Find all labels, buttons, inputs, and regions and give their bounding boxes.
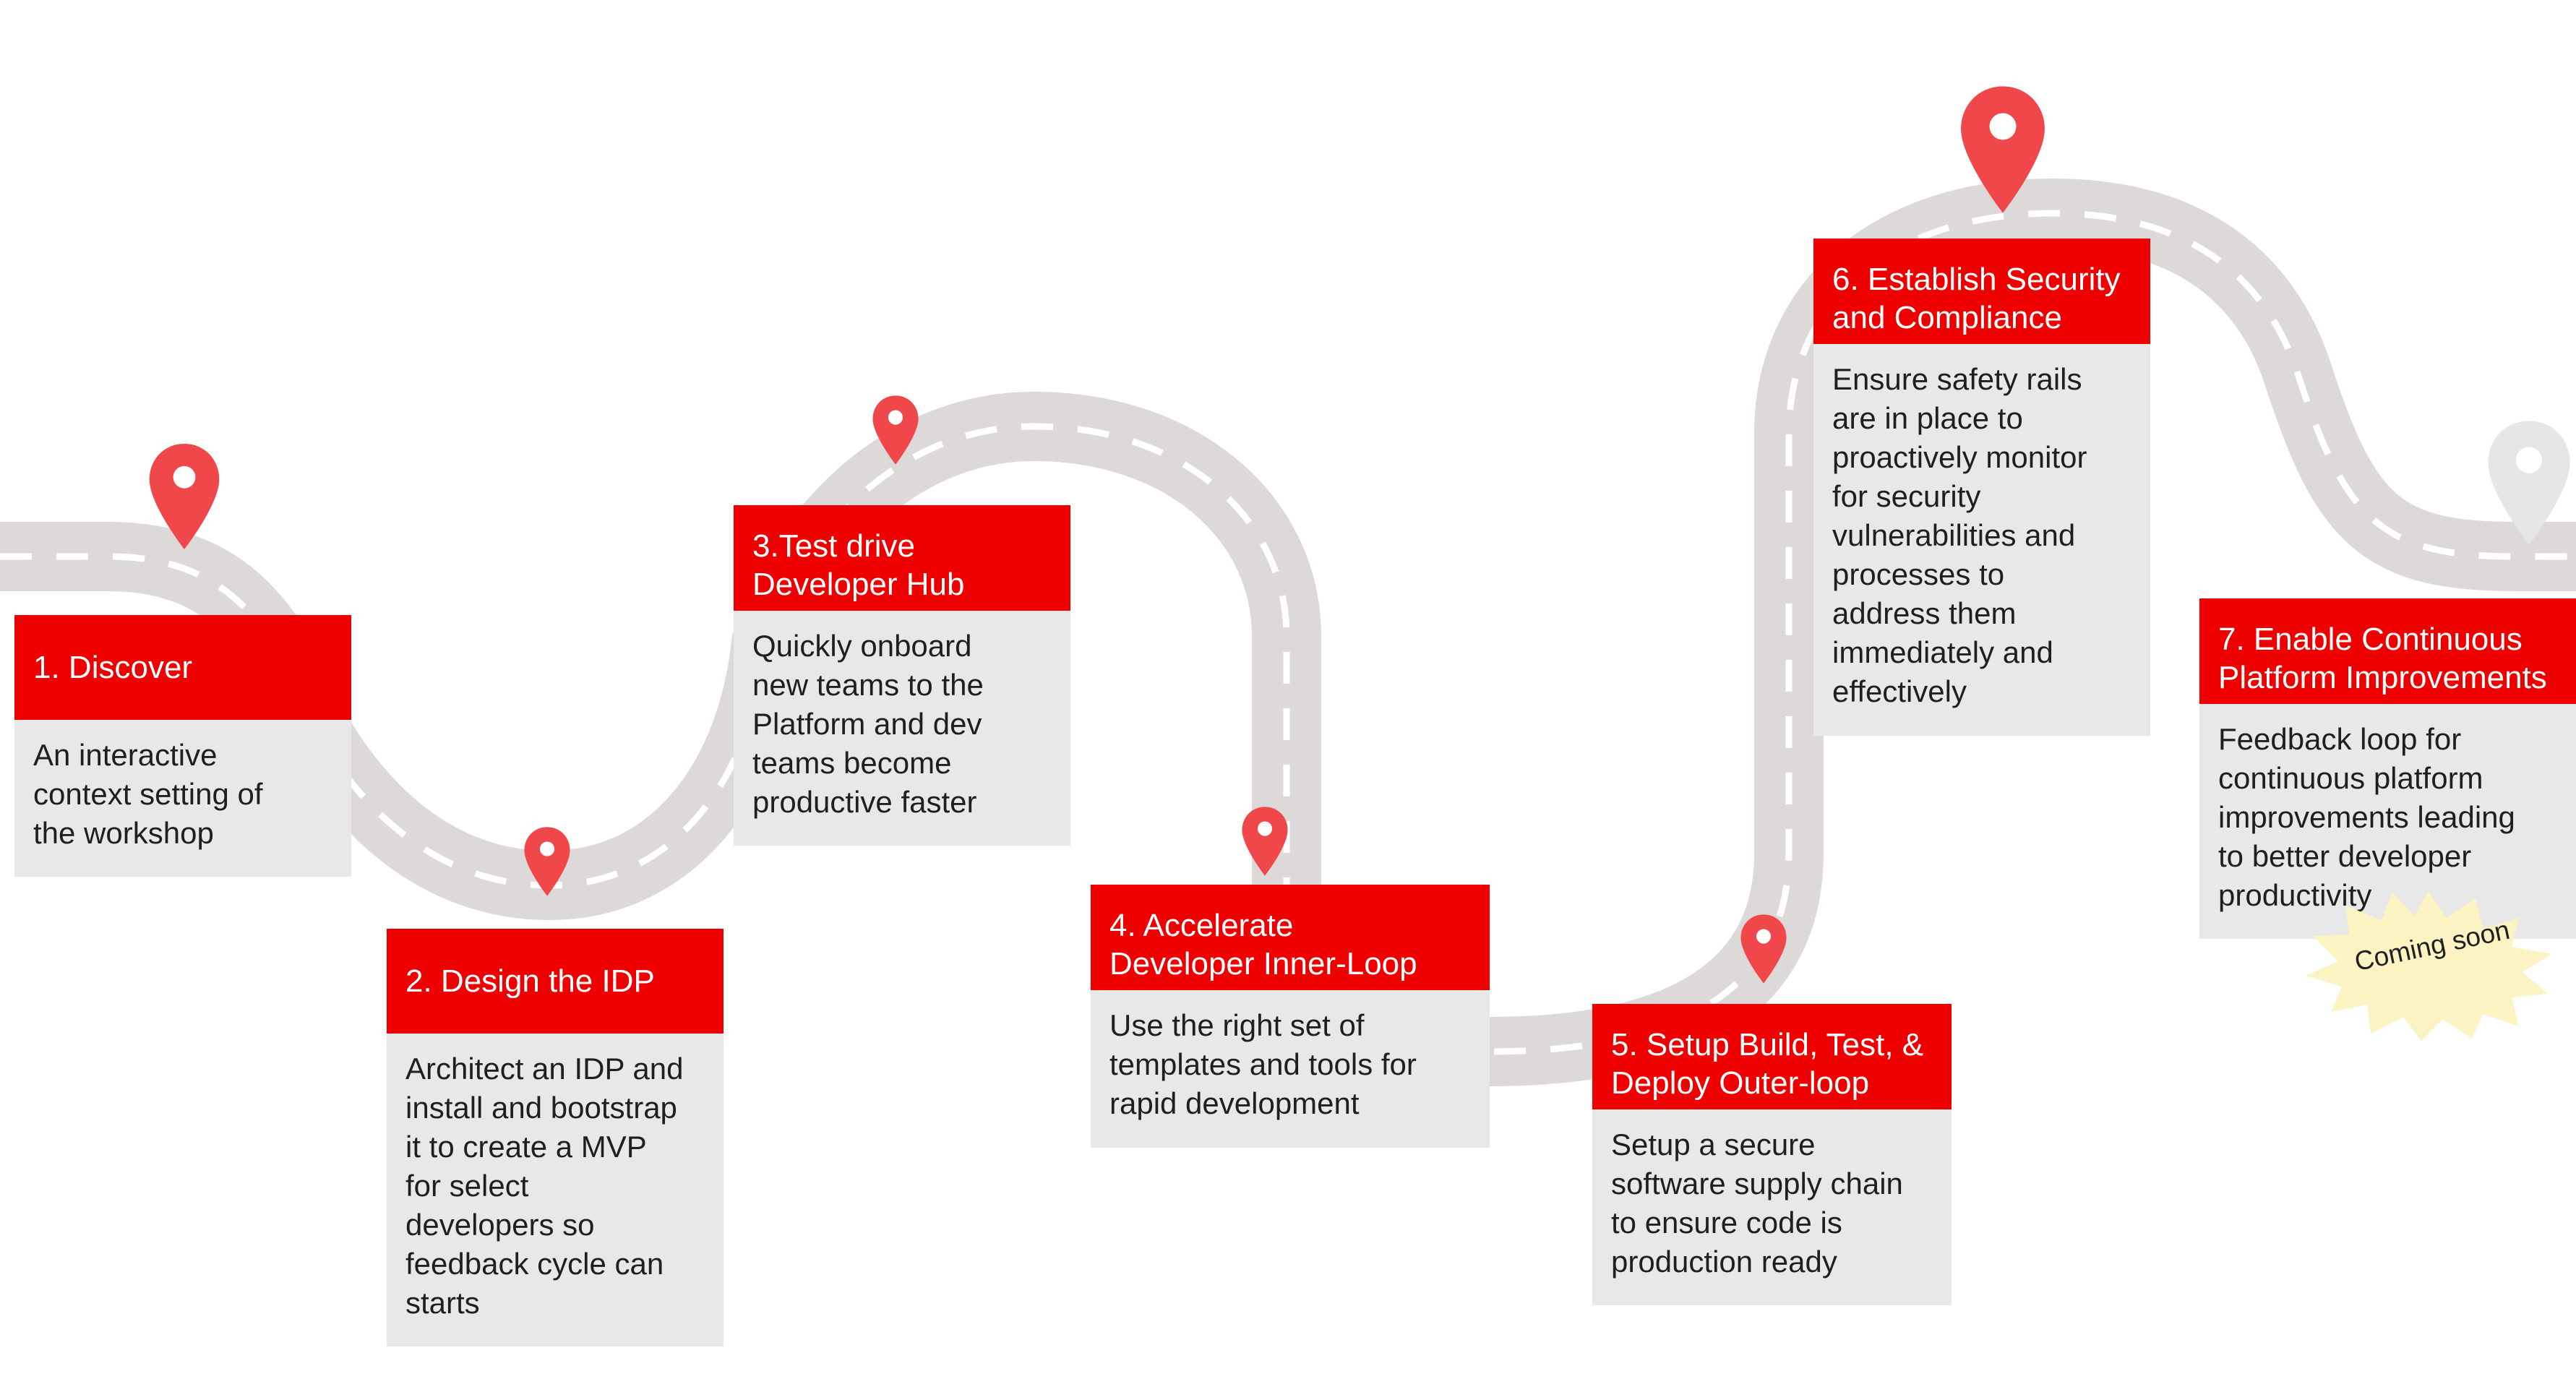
stage-description-line: the workshop	[33, 816, 214, 850]
map-pin-icon	[524, 827, 570, 896]
stage-title: 1. Discover	[14, 615, 351, 720]
stage-title: 7. Enable Continuous Platform Improvemen…	[2199, 598, 2576, 704]
stage-description: Feedback loop for continuous platform im…	[2199, 704, 2576, 939]
stage-description-line: address them	[1832, 596, 2017, 630]
stage-title-line: Deploy Outer-loop	[1611, 1065, 1870, 1101]
stage-description-line: to better developer	[2218, 839, 2472, 873]
stage-description-line: Architect an IDP and	[405, 1052, 684, 1086]
stage-card-4: 4. Accelerate Developer Inner-Loop Use t…	[1091, 885, 1490, 1148]
stage-title: 3.Test drive Developer Hub	[734, 505, 1070, 611]
stage-title-line: and Compliance	[1832, 300, 2062, 335]
stage-description-line: improvements leading	[2218, 800, 2515, 834]
stage-description: An interactive context setting of the wo…	[14, 720, 351, 877]
starburst-badge	[2306, 891, 2551, 1041]
stage-title-line: 2. Design the IDP	[405, 963, 655, 999]
map-pin-icon-muted	[2488, 421, 2570, 545]
map-pin-icon	[1242, 807, 1288, 876]
stage-title: 4. Accelerate Developer Inner-Loop	[1091, 885, 1490, 990]
stage-description-line: templates and tools for	[1109, 1047, 1417, 1081]
stage-description-line: effectively	[1832, 674, 1967, 708]
stage-card-1: 1. Discover An interactive context setti…	[14, 615, 351, 877]
stage-description-line: productive faster	[752, 785, 977, 819]
stage-title: 2. Design the IDP	[387, 929, 724, 1034]
map-pin-icon	[1961, 86, 2045, 213]
stage-title: 5. Setup Build, Test, & Deploy Outer-loo…	[1592, 1004, 1952, 1109]
stage-description-line: rapid development	[1109, 1086, 1360, 1120]
stage-description-line: it to create a MVP	[405, 1130, 647, 1164]
map-pin-icon	[1740, 914, 1787, 984]
stage-description: Architect an IDP and install and bootstr…	[387, 1034, 724, 1346]
stage-description-line: Quickly onboard	[752, 629, 972, 663]
stage-card-5: 5. Setup Build, Test, & Deploy Outer-loo…	[1592, 1004, 1952, 1305]
stage-title-line: 4. Accelerate	[1109, 908, 1294, 943]
stage-description-line: to ensure code is	[1611, 1206, 1842, 1240]
stage-card-3: 3.Test drive Developer Hub Quickly onboa…	[734, 505, 1070, 846]
stage-description-line: Platform and dev	[752, 707, 982, 741]
map-pin-icon	[872, 395, 919, 465]
map-pin-icon	[149, 444, 220, 549]
stage-title-line: 5. Setup Build, Test, &	[1611, 1027, 1924, 1062]
stage-description: Setup a secure software supply chain to …	[1592, 1109, 1952, 1305]
stage-title-line: 7. Enable Continuous	[2218, 622, 2523, 657]
stage-description-line: proactively monitor	[1832, 440, 2087, 474]
stage-title: 6. Establish Security and Compliance	[1813, 239, 2150, 344]
stage-description-line: for select	[405, 1169, 529, 1203]
stage-description-line: are in place to	[1832, 401, 2023, 435]
stage-description: Use the right set of templates and tools…	[1091, 990, 1490, 1148]
stage-title-line: 6. Establish Security	[1832, 262, 2121, 297]
stage-description: Ensure safety rails are in place to proa…	[1813, 344, 2150, 736]
stage-title-line: 1. Discover	[33, 650, 193, 685]
stage-description-line: An interactive	[33, 738, 218, 772]
stage-description-line: continuous platform	[2218, 761, 2483, 795]
stage-description-line: starts	[405, 1286, 480, 1320]
stage-description-line: Use the right set of	[1109, 1008, 1365, 1042]
stage-description-line: software supply chain	[1611, 1167, 1903, 1200]
stage-description-line: feedback cycle can	[405, 1247, 664, 1281]
stage-description: Quickly onboard new teams to the Platfor…	[734, 611, 1070, 846]
stage-description-line: teams become	[752, 746, 952, 780]
stage-title-line: Platform Improvements	[2218, 660, 2547, 695]
stage-description-line: for security	[1832, 479, 1981, 513]
stage-description-line: processes to	[1832, 557, 2005, 591]
stage-description-line: vulnerabilities and	[1832, 518, 2076, 552]
stage-title-line: Developer Inner-Loop	[1109, 946, 1417, 981]
stage-description-line: Feedback loop for	[2218, 722, 2462, 756]
stage-title-line: 3.Test drive	[752, 528, 915, 564]
stage-description-line: install and bootstrap	[405, 1091, 677, 1125]
stage-description-line: production ready	[1611, 1245, 1837, 1279]
stage-description-line: Setup a secure	[1611, 1127, 1816, 1161]
stage-description-line: developers so	[405, 1208, 595, 1242]
stage-description-line: Ensure safety rails	[1832, 362, 2082, 396]
stage-description-line: context setting of	[33, 777, 263, 811]
stage-card-2: 2. Design the IDP Architect an IDP and i…	[387, 929, 724, 1346]
stage-title-line: Developer Hub	[752, 567, 965, 602]
stage-description-line: new teams to the	[752, 668, 984, 702]
stage-card-7: 7. Enable Continuous Platform Improvemen…	[2199, 598, 2576, 939]
stage-description-line: immediately and	[1832, 635, 2053, 669]
stage-card-6: 6. Establish Security and Compliance Ens…	[1813, 239, 2150, 736]
